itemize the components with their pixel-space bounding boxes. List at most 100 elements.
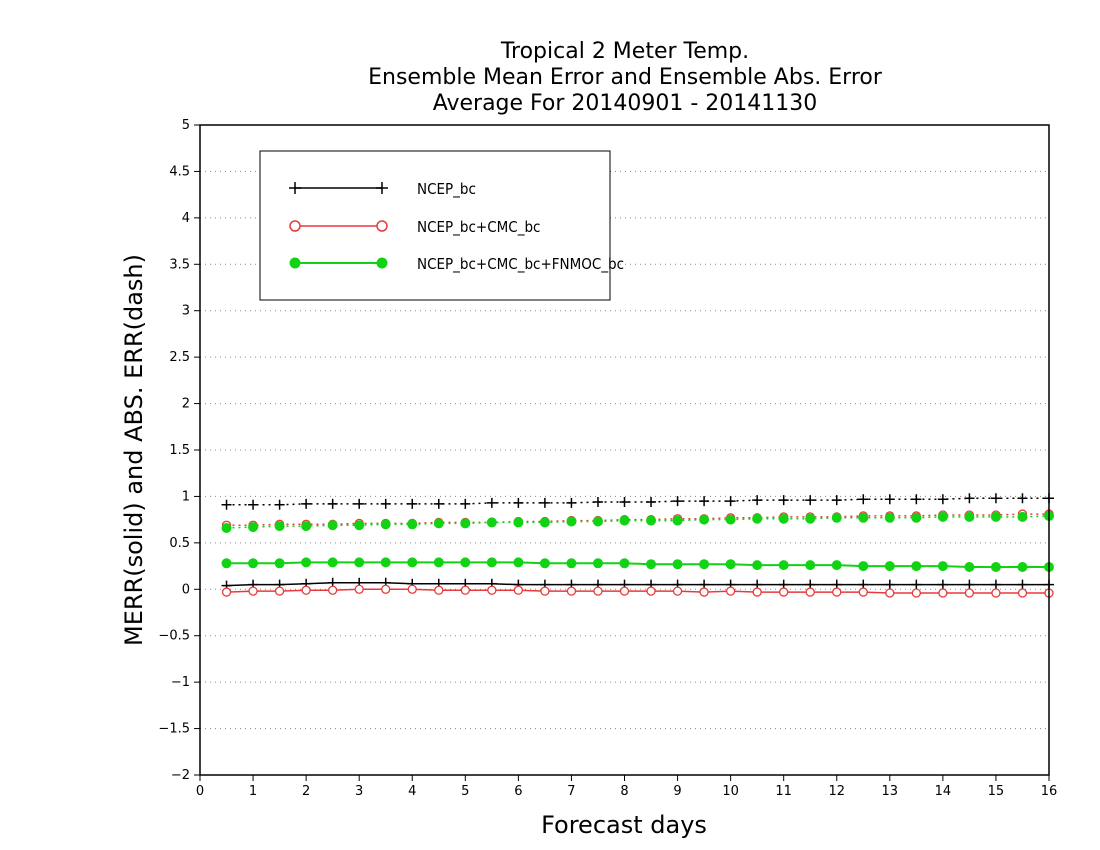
abs-err-point-ncep-bc <box>937 494 948 505</box>
merr-point-ncep-bc-cmc-bc <box>513 585 524 595</box>
merr-point-ncep-bc-cmc-bc-fnmoc-bc <box>486 557 497 568</box>
abs-err-point-ncep-bc-cmc-bc-fnmoc-bc <box>672 515 683 526</box>
merr-point-ncep-bc-cmc-bc-fnmoc-bc <box>274 558 285 569</box>
merr-line-ncep-bc-cmc-bc <box>226 588 1049 594</box>
merr-point-ncep-bc-cmc-bc-fnmoc-bc <box>380 557 391 568</box>
merr-point-ncep-bc-cmc-bc <box>354 584 364 594</box>
y-tick-label: 1 <box>182 489 190 504</box>
x-tick-label: 9 <box>673 784 681 799</box>
abs-err-point-ncep-bc-cmc-bc-fnmoc-bc <box>884 512 895 523</box>
axis-ticks: −2−1.5−1−0.500.511.522.533.544.550 1 2 3 4 5 6… <box>158 118 1057 799</box>
merr-point-ncep-bc-cmc-bc <box>460 585 470 595</box>
merr-point-ncep-bc <box>911 579 922 590</box>
abs-err-point-ncep-bc-cmc-bc-fnmoc-bc <box>221 523 232 533</box>
merr-point-ncep-bc-cmc-bc <box>301 585 311 595</box>
merr-point-ncep-bc-cmc-bc <box>221 587 232 597</box>
x-tick-label: 10 <box>722 784 739 799</box>
y-tick-label: 5 <box>182 118 190 133</box>
abs-err-point-ncep-bc <box>274 499 285 510</box>
x-tick-label: 15 <box>988 784 1005 799</box>
legend-open-circle-right <box>376 220 388 232</box>
merr-point-ncep-bc-cmc-bc <box>540 586 550 596</box>
merr-point-ncep-bc <box>884 579 895 590</box>
x-tick-label: 1 <box>249 784 257 799</box>
abs-err-point-ncep-bc-cmc-bc-fnmoc-bc <box>911 512 922 523</box>
abs-err-point-ncep-bc-cmc-bc-fnmoc-bc <box>354 520 365 531</box>
abs-err-point-ncep-bc <box>433 498 444 509</box>
merr-point-ncep-bc <box>1017 579 1028 590</box>
merr-point-ncep-bc-cmc-bc-fnmoc-bc <box>592 558 603 569</box>
abs-err-point-ncep-bc-cmc-bc-fnmoc-bc <box>407 519 418 530</box>
abs-err-point-ncep-bc <box>990 493 1001 504</box>
merr-point-ncep-bc-cmc-bc-fnmoc-bc <box>619 558 630 569</box>
merr-point-ncep-bc-cmc-bc <box>832 587 842 597</box>
y-tick-label: 4 <box>182 211 190 226</box>
title-line-1: Tropical 2 Meter Temp. <box>500 39 749 64</box>
title-line-3: Average For 20140901 - 20141130 <box>433 91 818 116</box>
merr-point-ncep-bc-cmc-bc-fnmoc-bc <box>911 561 922 572</box>
merr-point-ncep-bc-cmc-bc-fnmoc-bc <box>327 557 338 568</box>
abs-err-point-ncep-bc-cmc-bc-fnmoc-bc <box>513 517 524 528</box>
merr-line-ncep-bc <box>226 582 1049 587</box>
merr-point-ncep-bc-cmc-bc-fnmoc-bc <box>831 560 842 571</box>
merr-point-ncep-bc-cmc-bc-fnmoc-bc <box>858 561 869 572</box>
merr-point-ncep-bc-cmc-bc-fnmoc-bc <box>248 558 259 569</box>
abs-err-point-ncep-bc-cmc-bc-fnmoc-bc <box>699 514 710 525</box>
abs-err-point-ncep-bc-cmc-bc-fnmoc-bc <box>433 518 444 529</box>
merr-point-ncep-bc-cmc-bc <box>646 586 656 596</box>
abs-err-point-ncep-bc-cmc-bc-fnmoc-bc <box>248 522 259 533</box>
merr-point-ncep-bc-cmc-bc-fnmoc-bc <box>699 559 710 570</box>
x-tick-label: 8 <box>620 784 628 799</box>
y-tick-label: 0.5 <box>169 536 190 551</box>
legend-plus-marker-right <box>376 182 388 194</box>
abs-err-point-ncep-bc <box>1017 493 1028 504</box>
legend-entry-ncep-cmc-fnmoc: NCEP_bc+CMC_bc+FNMOC_bc <box>289 255 624 274</box>
title-line-2: Ensemble Mean Error and Ensemble Abs. Er… <box>368 65 883 90</box>
abs-err-point-ncep-bc-cmc-bc-fnmoc-bc <box>778 513 789 524</box>
merr-point-ncep-bc-cmc-bc <box>938 588 948 598</box>
abs-err-point-ncep-bc <box>380 498 391 509</box>
merr-point-ncep-bc-cmc-bc-fnmoc-bc <box>937 561 948 572</box>
abs-err-point-ncep-bc-cmc-bc-fnmoc-bc <box>460 518 471 529</box>
abs-err-point-ncep-bc-cmc-bc-fnmoc-bc <box>301 521 312 532</box>
merr-point-ncep-bc-cmc-bc <box>487 585 497 595</box>
y-tick-label: 2.5 <box>169 350 190 365</box>
x-axis-label: Forecast days <box>541 811 707 839</box>
merr-point-ncep-bc-cmc-bc <box>779 587 789 597</box>
abs-err-point-ncep-bc <box>513 497 524 508</box>
abs-err-point-ncep-bc <box>964 493 975 504</box>
abs-err-point-ncep-bc-cmc-bc-fnmoc-bc <box>752 513 763 524</box>
legend-label-ncep-cmc-fnmoc: NCEP_bc+CMC_bc+FNMOC_bc <box>417 255 624 274</box>
abs-err-point-ncep-bc-cmc-bc-fnmoc-bc <box>805 513 816 524</box>
abs-err-point-ncep-bc-cmc-bc-fnmoc-bc <box>539 517 550 528</box>
abs-err-point-ncep-bc-cmc-bc-fnmoc-bc <box>1017 511 1028 522</box>
y-tick-label: 3.5 <box>169 257 190 272</box>
merr-point-ncep-bc-cmc-bc-fnmoc-bc <box>884 561 895 572</box>
legend-filled-circle-right <box>376 257 388 269</box>
merr-point-ncep-bc-cmc-bc <box>381 584 391 594</box>
abs-err-point-ncep-bc-cmc-bc-fnmoc-bc <box>566 516 577 527</box>
merr-point-ncep-bc-cmc-bc-fnmoc-bc <box>407 557 418 568</box>
abs-err-point-ncep-bc <box>354 498 365 509</box>
merr-point-ncep-bc-cmc-bc <box>885 588 895 598</box>
y-tick-label: 0 <box>182 582 190 597</box>
merr-point-ncep-bc-cmc-bc-fnmoc-bc <box>460 557 471 568</box>
abs-err-point-ncep-bc <box>566 497 577 508</box>
merr-point-ncep-bc-cmc-bc <box>434 585 444 595</box>
merr-point-ncep-bc-cmc-bc-fnmoc-bc <box>433 557 444 568</box>
y-tick-label: 3 <box>182 304 190 319</box>
merr-point-ncep-bc-cmc-bc <box>699 587 709 597</box>
x-tick-label: 12 <box>828 784 845 799</box>
merr-point-ncep-bc-cmc-bc <box>328 585 338 595</box>
abs-err-point-ncep-bc-cmc-bc-fnmoc-bc <box>646 515 657 526</box>
merr-point-ncep-bc-cmc-bc <box>805 587 815 597</box>
legend-filled-circle-left <box>289 257 301 269</box>
merr-point-ncep-bc-cmc-bc <box>964 588 975 598</box>
abs-err-point-ncep-bc-cmc-bc-fnmoc-bc <box>937 511 948 522</box>
merr-point-ncep-bc-cmc-bc <box>619 586 630 596</box>
abs-err-line-ncep-bc-cmc-bc <box>226 513 1049 526</box>
legend-open-circle-left <box>289 220 301 232</box>
plot-frame <box>199 124 1050 776</box>
merr-line-ncep-bc-cmc-bc-fnmoc-bc <box>226 561 1049 568</box>
x-tick-label: 14 <box>935 784 952 799</box>
